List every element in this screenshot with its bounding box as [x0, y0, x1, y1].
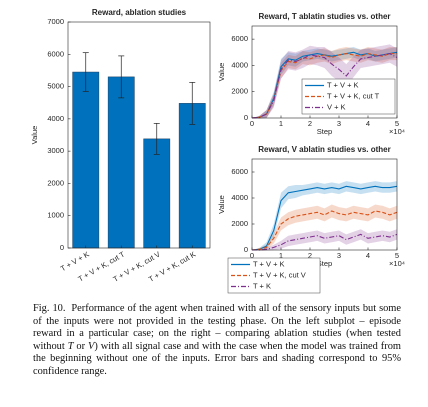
caption-italic: V: [88, 340, 95, 352]
figure: Reward, ablation studiesValue01000200030…: [30, 8, 405, 294]
x-tick-label: 1: [279, 119, 283, 128]
bar: [72, 71, 100, 249]
line: [251, 53, 398, 119]
bar: [143, 138, 171, 249]
legend-label: T + V + K, cut T: [327, 91, 380, 100]
confidence-band: [252, 47, 397, 119]
y-tick-label: 1000: [47, 211, 64, 220]
caption-text: Performance of the agent when trained wi…: [33, 303, 402, 352]
legend-label: V + K: [327, 102, 346, 111]
x-scale-label: ×10⁴: [389, 259, 405, 268]
x-tick-label: 3: [337, 119, 341, 128]
y-axis-label: Value: [217, 63, 226, 82]
x-tick-label: 1: [279, 251, 283, 260]
x-axis-label: Step: [317, 127, 332, 136]
legend-label: T + V + K: [327, 80, 359, 89]
y-tick-label: 0: [244, 113, 248, 122]
y-axis-label: Value: [217, 195, 226, 214]
y-tick-label: 6000: [231, 167, 248, 176]
x-tick-label: 5: [395, 251, 399, 260]
legend-label: T + V + K, cut V: [253, 270, 306, 279]
x-axis-label: Step: [317, 259, 332, 268]
axes-frame: [67, 21, 211, 249]
line: [251, 185, 398, 251]
y-tick-label: 3000: [47, 146, 64, 155]
confidence-band: [252, 47, 397, 119]
caption-italic: T: [67, 340, 74, 352]
y-tick-label: 6000: [47, 49, 64, 58]
line: [252, 233, 398, 251]
x-scale-label: ×10⁴: [389, 127, 405, 136]
x-tick-label: 5: [395, 119, 399, 128]
bar: [178, 103, 206, 249]
y-tick-label: 5000: [47, 82, 64, 91]
y-tick-label: 0: [60, 243, 64, 252]
y-tick-label: 4000: [231, 193, 248, 202]
confidence-band: [252, 204, 397, 251]
y-tick-label: 2000: [231, 87, 248, 96]
y-tick-label: 0: [244, 245, 248, 254]
caption-text: or: [73, 340, 89, 352]
bar: [107, 76, 135, 249]
plot-area: [251, 44, 398, 119]
x-tick-label: 0: [250, 251, 254, 260]
confidence-band: [252, 181, 397, 251]
axes-frame: [251, 158, 398, 251]
y-tick-label: 2000: [47, 178, 64, 187]
y-tick-label: 4000: [231, 60, 248, 69]
x-tick-label: 0: [250, 119, 254, 128]
chart-title: Reward, T ablatin studies vs. other: [258, 12, 390, 21]
y-tick-label: 4000: [47, 114, 64, 123]
legend-label: T + V + K: [253, 259, 285, 268]
x-tick-label: 2: [308, 119, 312, 128]
caption: Fig. 10. Performance of the agent when t…: [33, 303, 401, 379]
y-tick-label: 6000: [231, 34, 248, 43]
axes-frame: [251, 25, 398, 119]
chart-title: Reward, ablation studies: [92, 8, 187, 17]
plot-area: [251, 181, 398, 251]
chart-title: Reward, V ablatin studies vs. other: [258, 145, 390, 154]
legend-label: T + K: [253, 281, 271, 290]
y-tick-label: 2000: [231, 219, 248, 228]
x-tick-label: 2: [308, 251, 312, 260]
y-axis-label: Value: [30, 126, 39, 145]
caption-text: ) with all signal case and with the case…: [33, 340, 402, 377]
caption-label: Fig. 10.: [33, 303, 66, 314]
x-tick-label: 3: [337, 251, 341, 260]
y-tick-label: 7000: [47, 17, 64, 26]
line: [251, 210, 398, 251]
x-tick-label: 4: [366, 251, 370, 260]
x-tick-label: 4: [366, 119, 370, 128]
confidence-band: [252, 44, 397, 119]
line: [251, 53, 397, 119]
